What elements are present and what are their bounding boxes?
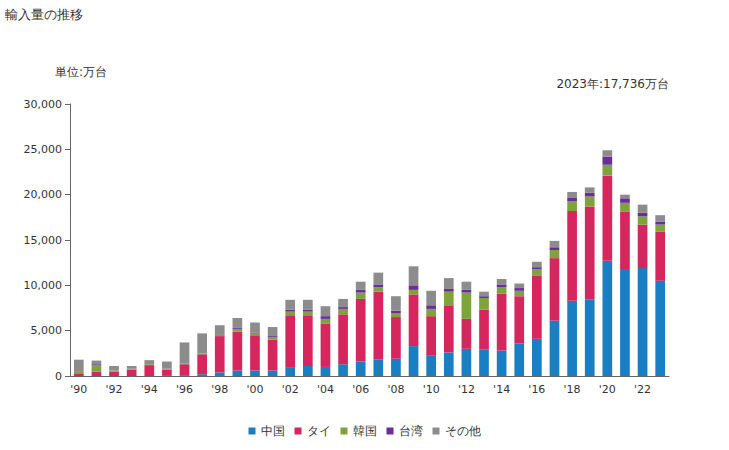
svg-text:タイ: タイ	[307, 424, 331, 438]
svg-text:30,000: 30,000	[24, 98, 63, 111]
svg-text:韓国: 韓国	[353, 424, 377, 438]
svg-text:'00: '00	[246, 383, 263, 396]
svg-text:'90: '90	[70, 383, 87, 396]
svg-text:5,000: 5,000	[31, 324, 63, 337]
svg-text:'04: '04	[317, 383, 334, 396]
svg-text:20,000: 20,000	[24, 188, 63, 201]
svg-text:'94: '94	[141, 383, 158, 396]
svg-text:'96: '96	[176, 383, 193, 396]
svg-text:10,000: 10,000	[24, 279, 63, 292]
svg-text:'06: '06	[352, 383, 369, 396]
svg-text:単位:万台: 単位:万台	[55, 65, 107, 79]
svg-text:'20: '20	[599, 383, 616, 396]
svg-text:'22: '22	[634, 383, 651, 396]
svg-text:2023年:17,736万台: 2023年:17,736万台	[556, 77, 669, 91]
svg-text:'14: '14	[493, 383, 510, 396]
svg-text:その他: その他	[445, 424, 481, 438]
svg-text:中国: 中国	[261, 424, 285, 438]
svg-text:'92: '92	[106, 383, 123, 396]
svg-text:0: 0	[55, 370, 62, 383]
svg-text:25,000: 25,000	[24, 143, 63, 156]
svg-text:'12: '12	[458, 383, 475, 396]
svg-text:'08: '08	[387, 383, 404, 396]
svg-text:台湾: 台湾	[399, 424, 423, 438]
svg-text:'16: '16	[528, 383, 545, 396]
svg-text:'98: '98	[211, 383, 228, 396]
svg-text:15,000: 15,000	[24, 234, 63, 247]
svg-text:'10: '10	[423, 383, 440, 396]
svg-text:'02: '02	[282, 383, 299, 396]
svg-text:'18: '18	[564, 383, 581, 396]
svg-text:輸入量の推移: 輸入量の推移	[5, 7, 83, 22]
